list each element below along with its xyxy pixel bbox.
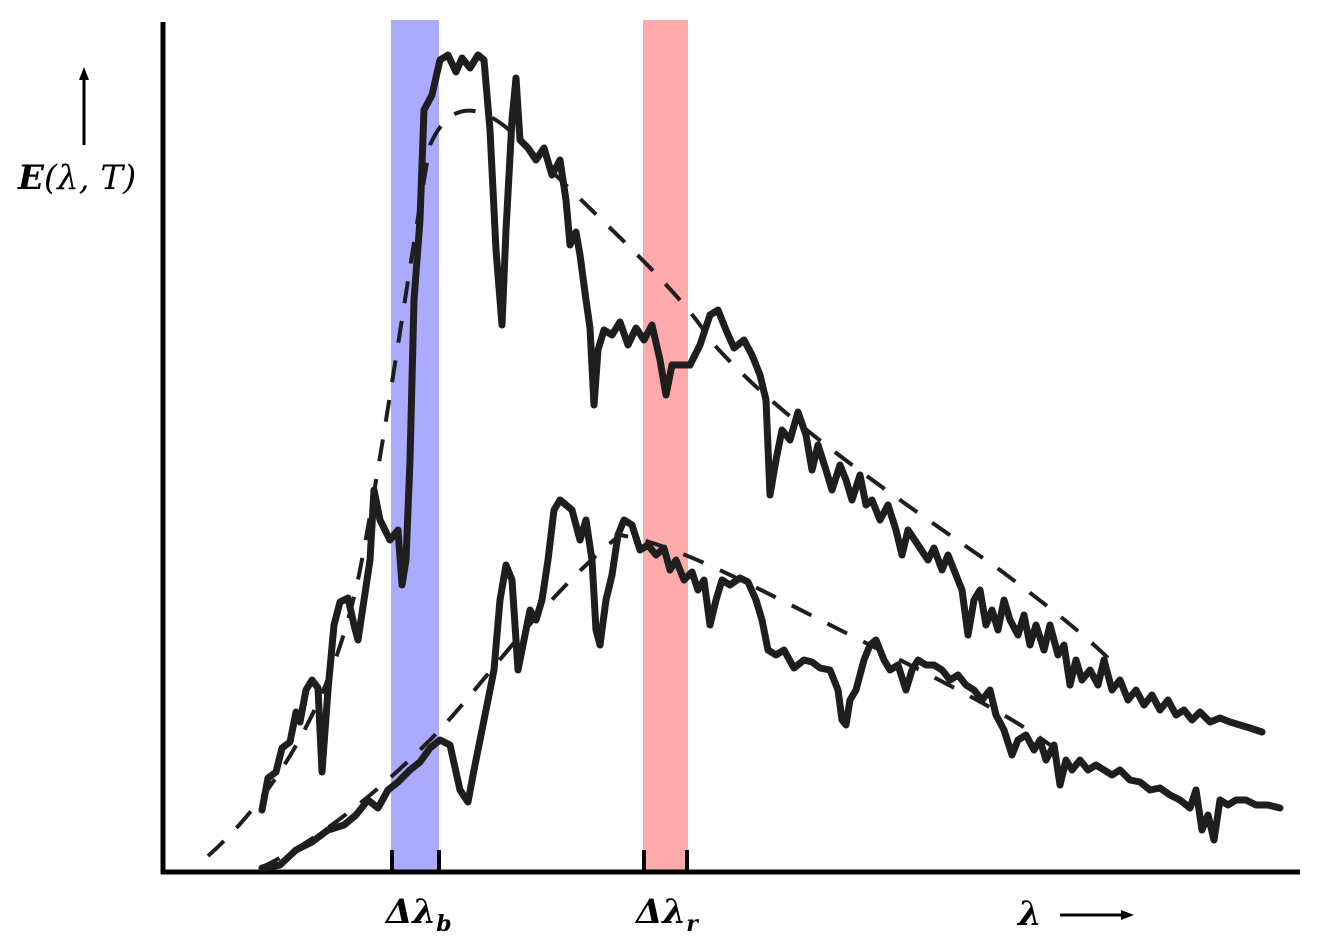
blue-band-delta-lambda-b (391, 20, 439, 872)
cool-star-spectrum-curve (258, 496, 1284, 872)
y-axis-arrow-head-icon (79, 67, 89, 80)
blue-band-label: Δλb (386, 892, 452, 937)
hot-star-spectrum-curve (258, 51, 1266, 814)
band-ticks (390, 850, 689, 872)
hot-star-blackbody-dashed-curve (206, 108, 1112, 858)
red-band-delta-lambda-r (643, 20, 688, 872)
x-axis-label: λ (1018, 894, 1042, 934)
x-axis-arrow-head-icon (1121, 910, 1134, 920)
y-axis-label: E(λ, T) (18, 158, 137, 198)
red-band-label: Δλr (636, 892, 698, 937)
